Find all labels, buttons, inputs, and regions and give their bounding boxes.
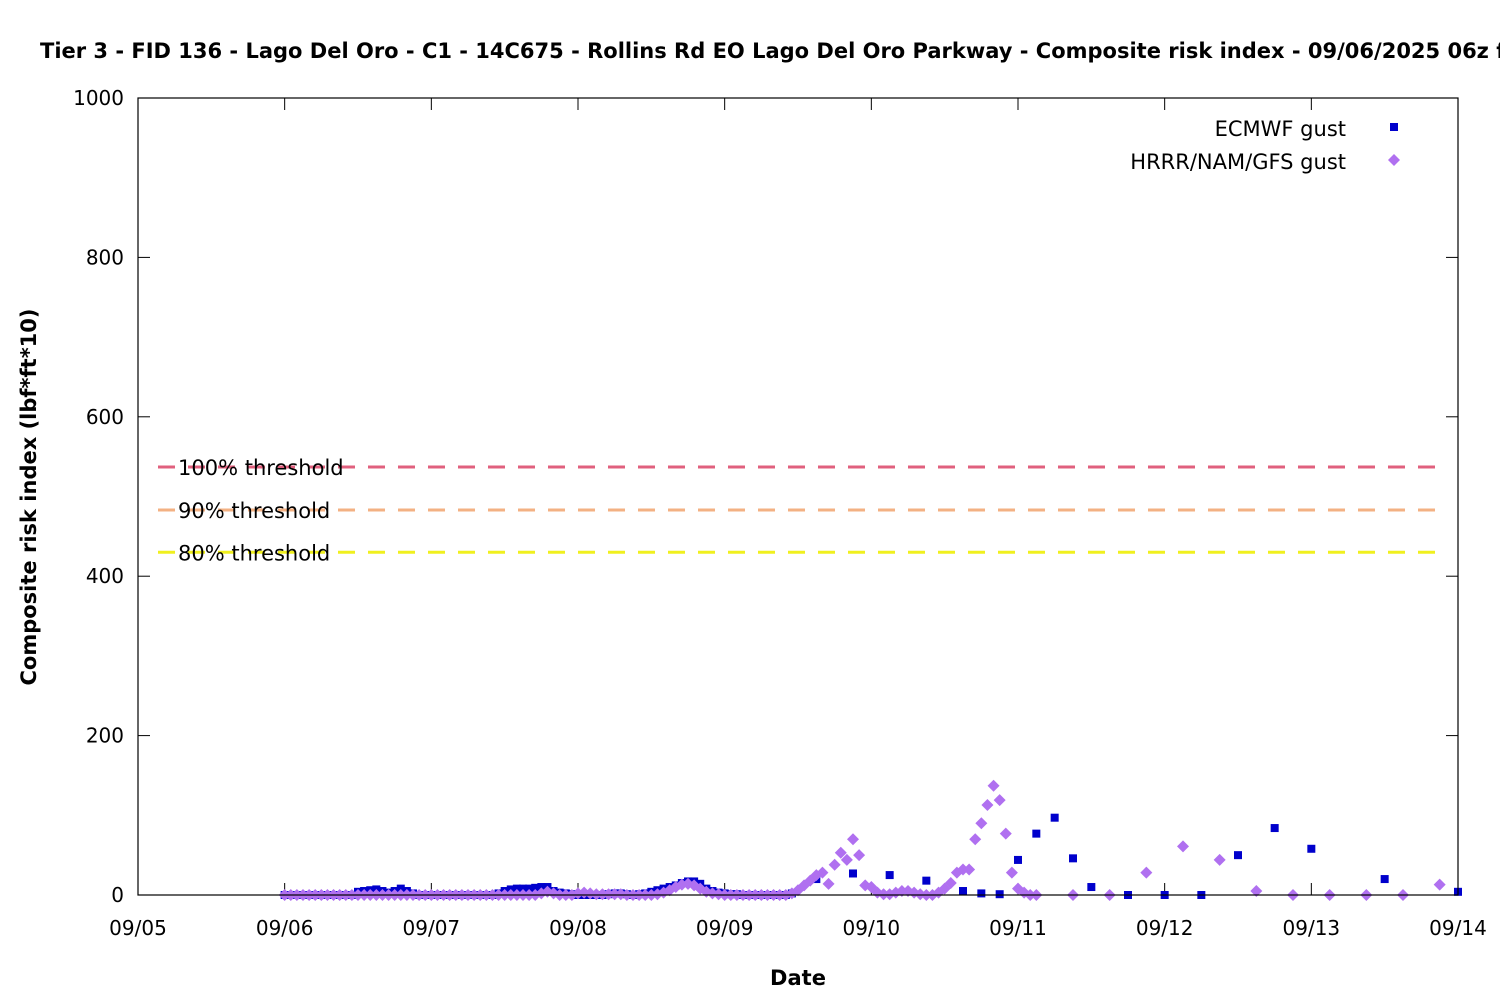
legend: ECMWF gust HRRR/NAM/GFS gust <box>1130 117 1400 174</box>
data-point <box>1000 828 1012 840</box>
x-axis-label: Date <box>770 966 826 990</box>
threshold-label: 80% threshold <box>178 541 330 565</box>
data-point <box>849 869 857 877</box>
legend-marker-hrrr <box>1388 154 1400 166</box>
plot-frame <box>138 98 1458 895</box>
data-point <box>922 877 930 885</box>
y-tick-label: 200 <box>86 724 124 748</box>
y-tick-label: 0 <box>111 883 124 907</box>
data-point <box>847 833 859 845</box>
data-point <box>994 794 1006 806</box>
data-point <box>1006 867 1018 879</box>
data-point <box>1177 840 1189 852</box>
data-points <box>279 780 1462 901</box>
data-point <box>981 799 993 811</box>
x-tick-label: 09/12 <box>1136 916 1194 940</box>
legend-marker-ecmwf <box>1390 123 1398 131</box>
threshold-label: 100% threshold <box>178 456 344 480</box>
data-point <box>1087 883 1095 891</box>
series-hrrr-nam-gfs-gust <box>279 780 1446 901</box>
data-point <box>959 887 967 895</box>
data-point <box>1014 856 1022 864</box>
data-point <box>886 871 894 879</box>
x-tick-label: 09/14 <box>1429 916 1487 940</box>
legend-label-ecmwf: ECMWF gust <box>1215 117 1346 141</box>
data-point <box>969 833 981 845</box>
data-point <box>975 817 987 829</box>
legend-label-hrrr: HRRR/NAM/GFS gust <box>1130 150 1346 174</box>
data-point <box>1434 879 1446 891</box>
y-tick-label: 800 <box>86 245 124 269</box>
data-point <box>977 889 985 897</box>
x-tick-label: 09/08 <box>549 916 607 940</box>
data-point <box>853 849 865 861</box>
x-tick-label: 09/13 <box>1283 916 1341 940</box>
data-point <box>823 878 835 890</box>
data-point <box>1140 867 1152 879</box>
y-axis: 0 200 400 600 800 1000 <box>73 86 1458 907</box>
threshold-lines: 100% threshold 90% threshold 80% threshold <box>158 456 1442 565</box>
data-point <box>1051 814 1059 822</box>
data-point <box>988 780 1000 792</box>
data-point <box>1214 854 1226 866</box>
data-point <box>963 863 975 875</box>
x-tick-label: 09/09 <box>696 916 754 940</box>
x-tick-label: 09/10 <box>843 916 901 940</box>
data-point <box>1234 851 1242 859</box>
x-tick-label: 09/06 <box>256 916 314 940</box>
y-tick-label: 400 <box>86 564 124 588</box>
y-tick-label: 600 <box>86 405 124 429</box>
threshold-label: 90% threshold <box>178 499 330 523</box>
data-point <box>829 859 841 871</box>
data-point <box>1307 845 1315 853</box>
data-point <box>996 890 1004 898</box>
x-tick-label: 09/05 <box>109 916 167 940</box>
y-axis-label: Composite risk index (lbf*ft*10) <box>17 308 41 685</box>
chart-title: Tier 3 - FID 136 - Lago Del Oro - C1 - 1… <box>40 39 1500 63</box>
x-tick-label: 09/07 <box>403 916 461 940</box>
x-tick-label: 09/11 <box>989 916 1047 940</box>
data-point <box>1381 875 1389 883</box>
data-point <box>1271 824 1279 832</box>
data-point <box>1032 830 1040 838</box>
data-point <box>1069 854 1077 862</box>
y-tick-label: 1000 <box>73 86 124 110</box>
